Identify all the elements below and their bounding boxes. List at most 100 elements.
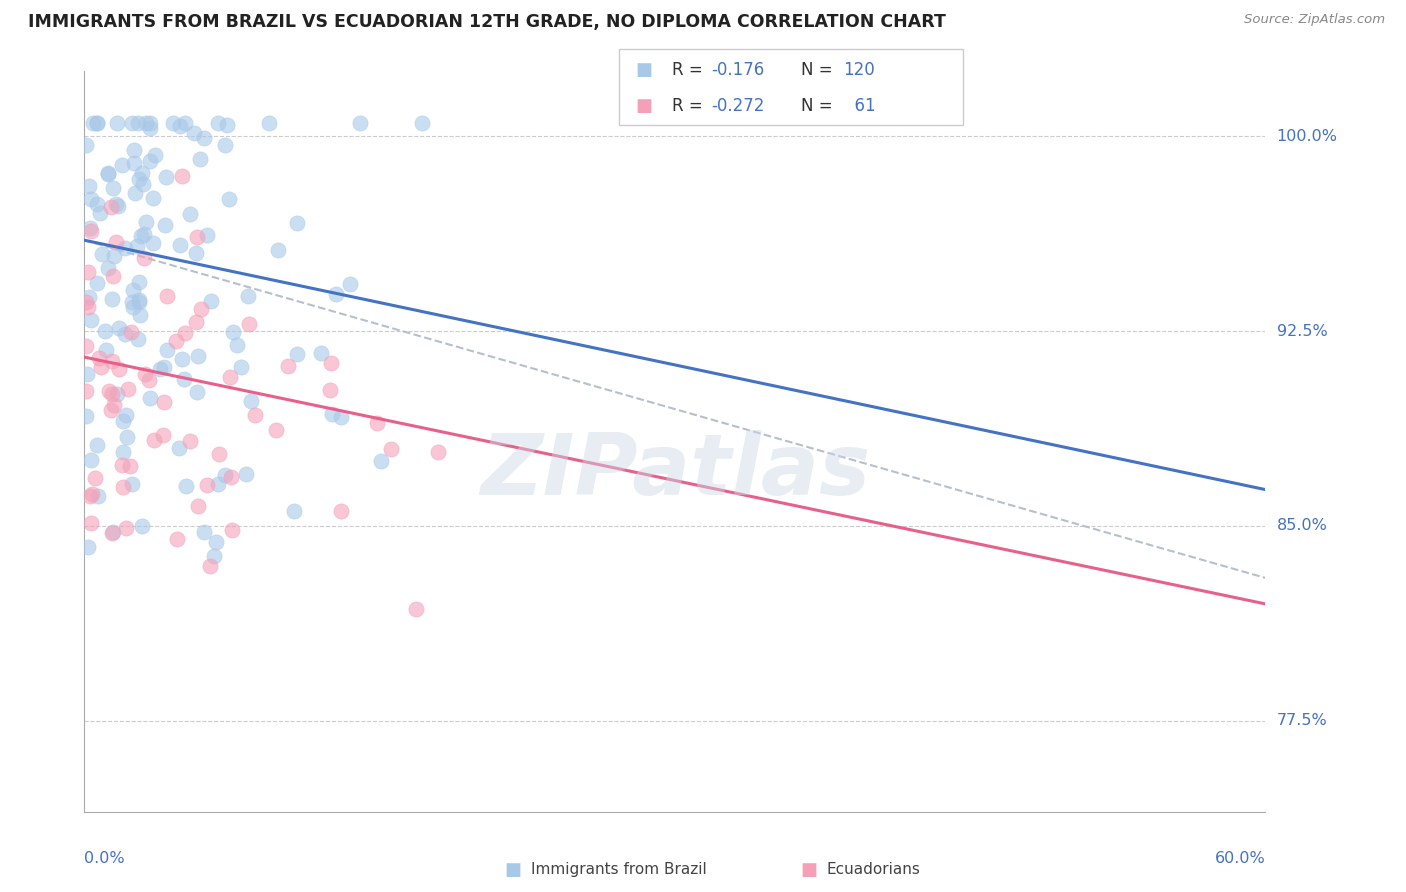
Point — [120, 325, 142, 339]
Point — [205, 535, 228, 549]
Point — [152, 427, 174, 442]
Point — [96, 261, 118, 276]
Point — [132, 177, 155, 191]
Text: ■: ■ — [636, 97, 652, 115]
Point — [77, 179, 100, 194]
Point — [77, 540, 100, 554]
Point — [142, 191, 165, 205]
Point — [105, 197, 128, 211]
Point — [101, 180, 124, 194]
Text: N =: N = — [801, 62, 838, 79]
Point — [115, 520, 138, 534]
Point — [100, 200, 122, 214]
Point — [264, 423, 287, 437]
Point — [138, 373, 160, 387]
Text: ■: ■ — [800, 861, 817, 879]
Point — [257, 116, 280, 130]
Point — [229, 359, 252, 374]
Point — [156, 343, 179, 358]
Point — [115, 430, 138, 444]
Point — [135, 215, 157, 229]
Point — [114, 327, 136, 342]
Point — [114, 408, 136, 422]
Point — [75, 295, 97, 310]
Text: IMMIGRANTS FROM BRAZIL VS ECUADORIAN 12TH GRADE, NO DIPLOMA CORRELATION CHART: IMMIGRANTS FROM BRAZIL VS ECUADORIAN 12T… — [28, 13, 946, 31]
Point — [89, 206, 111, 220]
Point — [218, 192, 240, 206]
Point — [75, 339, 97, 353]
Point — [193, 131, 215, 145]
Text: 100.0%: 100.0% — [1277, 128, 1337, 144]
Text: Immigrants from Brazil: Immigrants from Brazil — [531, 863, 707, 877]
Point — [329, 504, 352, 518]
Text: N =: N = — [801, 97, 838, 115]
Point — [121, 295, 143, 310]
Text: Ecuadorians: Ecuadorians — [827, 863, 921, 877]
Text: 60.0%: 60.0% — [1215, 851, 1265, 865]
Point — [366, 417, 388, 431]
Point — [267, 243, 290, 257]
Point — [283, 504, 305, 518]
Point — [86, 438, 108, 452]
Point — [75, 138, 97, 153]
Point — [80, 516, 103, 530]
Point — [172, 169, 194, 184]
Point — [162, 116, 184, 130]
Point — [91, 247, 114, 261]
Point — [153, 360, 176, 375]
Point — [188, 152, 211, 166]
Point — [139, 391, 162, 405]
Point — [80, 313, 103, 327]
Point — [76, 265, 98, 279]
Point — [187, 500, 209, 514]
Point — [195, 477, 218, 491]
Point — [156, 289, 179, 303]
Point — [285, 216, 308, 230]
Point — [173, 371, 195, 385]
Point — [174, 479, 197, 493]
Point — [155, 219, 177, 233]
Point — [186, 384, 208, 399]
Point — [222, 326, 245, 340]
Point — [108, 321, 131, 335]
Point — [101, 387, 124, 401]
Point — [111, 414, 134, 428]
Point — [208, 447, 231, 461]
Point — [214, 467, 236, 482]
Text: R =: R = — [672, 62, 709, 79]
Point — [75, 409, 97, 423]
Text: Source: ZipAtlas.com: Source: ZipAtlas.com — [1244, 13, 1385, 27]
Point — [128, 293, 150, 308]
Point — [217, 118, 239, 132]
Point — [139, 116, 162, 130]
Point — [221, 523, 243, 537]
Point — [83, 471, 105, 485]
Point — [129, 308, 152, 322]
Point — [121, 116, 143, 130]
Point — [200, 559, 222, 574]
Text: 61: 61 — [844, 97, 875, 115]
Point — [80, 224, 103, 238]
Point — [174, 116, 197, 130]
Point — [101, 268, 124, 283]
Point — [195, 228, 218, 243]
Point — [128, 171, 150, 186]
Point — [285, 347, 308, 361]
Point — [82, 487, 104, 501]
Point — [128, 275, 150, 289]
Point — [214, 138, 236, 153]
Point — [100, 402, 122, 417]
Point — [97, 167, 120, 181]
Point — [97, 166, 120, 180]
Point — [179, 434, 201, 448]
Point — [219, 370, 242, 384]
Point — [79, 221, 101, 235]
Point — [122, 155, 145, 169]
Point — [127, 332, 149, 346]
Point — [108, 362, 131, 376]
Text: 0.0%: 0.0% — [84, 851, 125, 865]
Text: 77.5%: 77.5% — [1277, 714, 1327, 728]
Point — [132, 252, 155, 266]
Point — [112, 445, 135, 459]
Point — [405, 602, 427, 616]
